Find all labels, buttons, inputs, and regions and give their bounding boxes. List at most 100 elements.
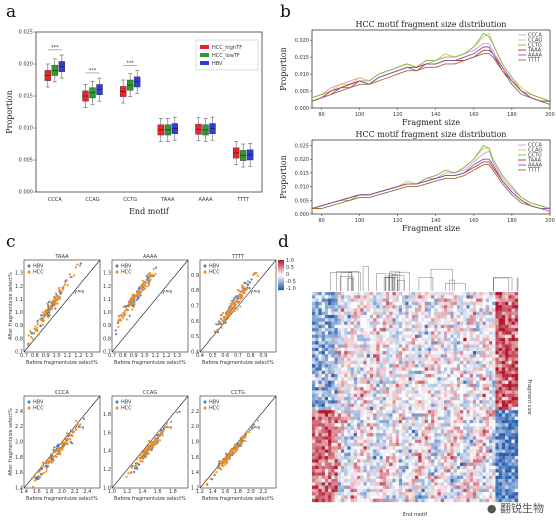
heatmap-cell	[469, 459, 474, 463]
heatmap-cell	[382, 393, 387, 398]
heatmap-cell	[328, 439, 332, 444]
heatmap-cell	[485, 347, 490, 352]
heatmap-cell	[431, 413, 435, 417]
heatmap-cell	[382, 387, 387, 391]
heatmap-cell	[424, 413, 429, 417]
x-tick-label: 80	[318, 112, 324, 118]
point-hcc	[152, 267, 155, 271]
heatmap-cell	[479, 331, 483, 335]
heatmap-cell	[421, 298, 425, 302]
heatmap-cell	[479, 311, 483, 316]
heatmap-cell	[369, 321, 374, 325]
heatmap-cell	[315, 397, 319, 401]
heatmap-cell	[312, 479, 316, 483]
heatmap-cell	[376, 351, 380, 355]
heatmap-cell	[505, 413, 509, 417]
heatmap-cell	[447, 377, 451, 381]
heatmap-cell	[443, 308, 448, 312]
heatmap-cell	[360, 318, 364, 322]
point-hcc	[138, 457, 141, 460]
heatmap-cell	[498, 337, 503, 342]
heatmap-cell	[331, 344, 335, 348]
heatmap-cell	[360, 456, 364, 460]
heatmap-cell	[344, 351, 348, 355]
heatmap-cell	[485, 410, 490, 414]
heatmap-cell	[318, 436, 322, 440]
heatmap-cell	[495, 387, 499, 391]
heatmap-cell	[363, 397, 367, 401]
heatmap-cell	[324, 465, 329, 470]
heatmap-cell	[321, 334, 326, 339]
point-hcc	[53, 454, 57, 458]
heatmap-cell	[427, 337, 432, 342]
heatmap-cell	[360, 393, 364, 398]
point-hcc	[219, 321, 222, 324]
heatmap-cell	[469, 337, 474, 342]
heatmap-cell	[495, 475, 499, 480]
heatmap-cell	[344, 439, 348, 444]
y-axis-label: After fragmentsize select%	[8, 408, 14, 476]
heatmap-cell	[344, 465, 348, 470]
heatmap-cell	[340, 295, 345, 299]
heatmap-cell	[331, 419, 335, 424]
heatmap-cell	[379, 429, 383, 434]
heatmap-cell	[489, 436, 493, 440]
heatmap-cell	[456, 367, 461, 371]
heatmap-cell	[318, 370, 322, 375]
x-axis-label: Before fragmentsize select%	[114, 360, 186, 366]
heatmap-cell	[453, 331, 457, 335]
legend-entry: HCC	[209, 270, 220, 276]
point-hcc	[40, 472, 44, 476]
heatmap-cell	[447, 383, 451, 388]
point-hcc	[138, 296, 141, 299]
point-hcc	[134, 466, 137, 469]
heatmap-cell	[498, 387, 503, 391]
heatmap-cell	[508, 331, 512, 335]
heatmap-cell	[443, 334, 448, 339]
heatmap-cell	[427, 364, 432, 368]
heatmap-cell	[324, 469, 329, 473]
heatmap-cell	[440, 403, 445, 407]
heatmap-cell	[366, 482, 371, 486]
identity-line	[199, 259, 277, 353]
point-hbv	[215, 323, 218, 326]
heatmap-cell	[437, 367, 441, 371]
heatmap-cell	[360, 387, 364, 391]
heatmap-cell	[463, 341, 467, 345]
heatmap-cell	[427, 377, 432, 381]
y-tick-label: 0.8	[103, 336, 111, 342]
heatmap-cell	[324, 423, 329, 427]
heatmap-cell	[508, 305, 512, 309]
heatmap-cell	[369, 337, 374, 342]
heatmap-cell	[424, 314, 429, 319]
heatmap-cell	[418, 328, 422, 332]
heatmap-cell	[321, 403, 326, 407]
heatmap-cell	[392, 479, 396, 483]
heatmap-cell	[424, 318, 429, 322]
heatmap-cell	[498, 383, 503, 388]
heatmap-cell	[395, 360, 400, 365]
legend-entry: HCC	[121, 406, 132, 412]
heatmap-cell	[482, 357, 486, 362]
heatmap-cell	[366, 292, 371, 296]
heatmap-cell	[469, 393, 474, 398]
y-tick-label: 1.6	[103, 430, 111, 436]
heatmap-cell	[392, 436, 396, 440]
heatmap-cell	[440, 459, 445, 463]
heatmap-cell	[421, 465, 425, 470]
heatmap-cell	[492, 390, 496, 394]
heatmap-cell	[331, 439, 335, 444]
heatmap-cell	[340, 374, 345, 378]
heatmap-cell	[398, 364, 403, 368]
heatmap-cell	[340, 341, 345, 345]
heatmap-cell	[440, 475, 445, 480]
heatmap-cell	[508, 337, 512, 342]
heatmap-cell	[498, 295, 503, 299]
heatmap-cell	[334, 311, 338, 316]
heatmap-cell	[328, 334, 332, 339]
heatmap-cell	[321, 357, 326, 362]
heatmap-cell	[398, 452, 403, 457]
heatmap-cell	[421, 449, 425, 453]
heatmap-cell	[492, 426, 496, 430]
